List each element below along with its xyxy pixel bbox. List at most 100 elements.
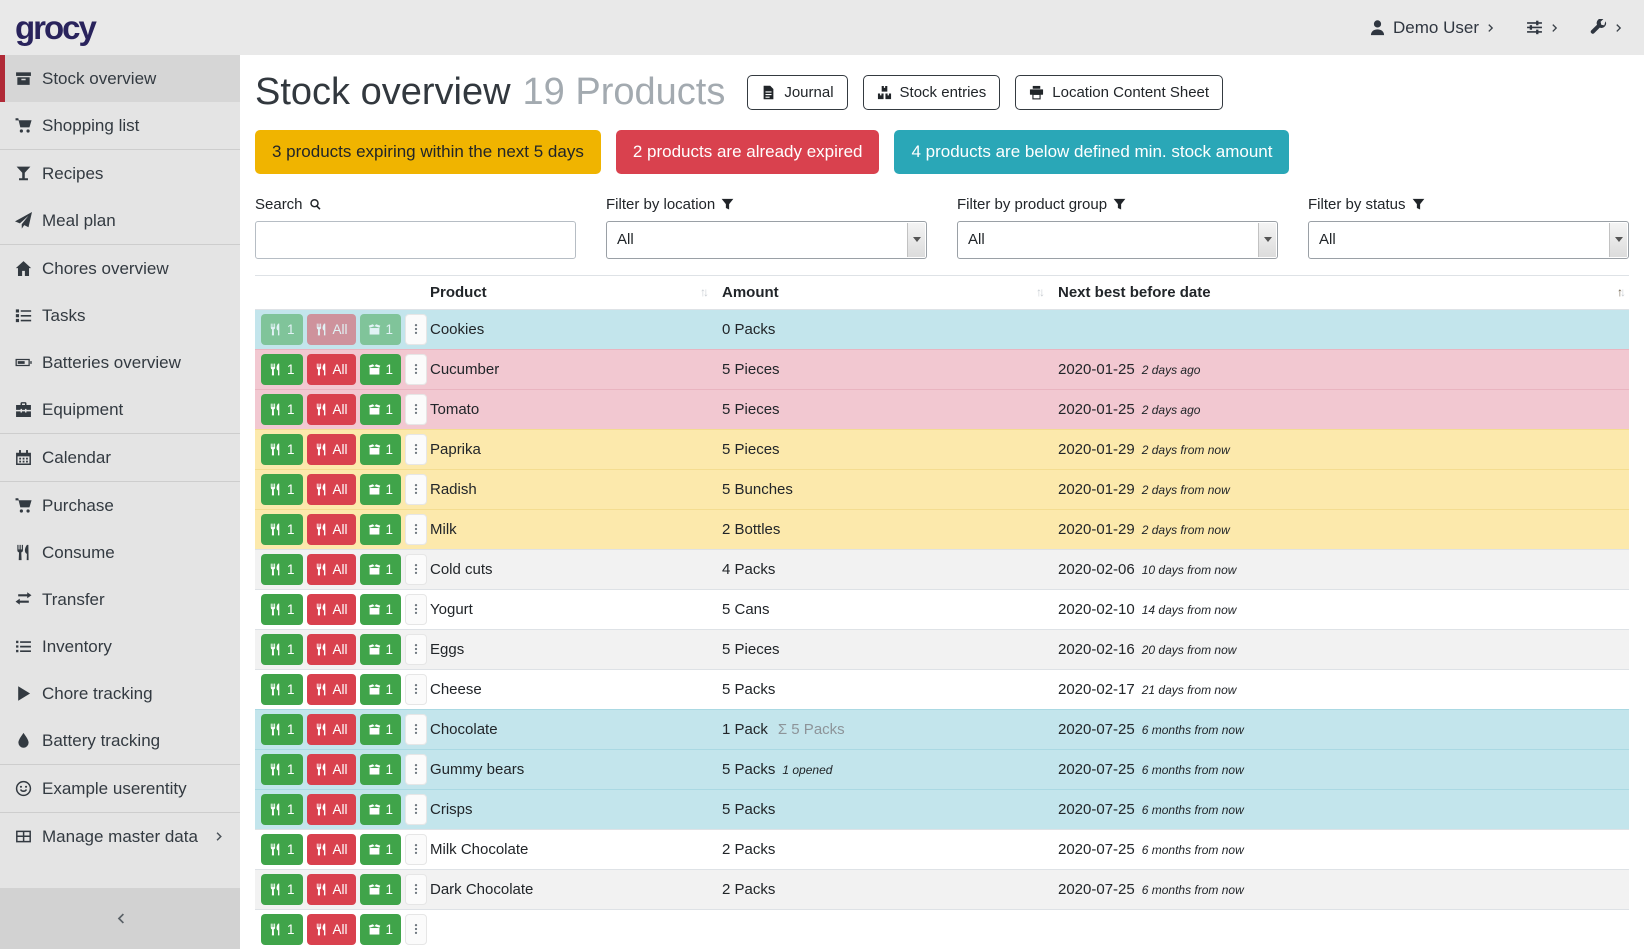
row-more-button[interactable]: [405, 914, 427, 945]
open-one-button[interactable]: 1: [360, 594, 402, 625]
consume-all-button[interactable]: All: [307, 514, 356, 545]
consume-one-button[interactable]: 1: [261, 914, 303, 945]
open-one-button[interactable]: 1: [360, 754, 402, 785]
row-more-button[interactable]: [405, 634, 427, 665]
product-group-select[interactable]: All: [957, 221, 1278, 259]
consume-one-button[interactable]: 1: [261, 514, 303, 545]
row-more-button[interactable]: [405, 354, 427, 385]
open-one-button[interactable]: 1: [360, 914, 402, 945]
open-one-button[interactable]: 1: [360, 794, 402, 825]
consume-one-button[interactable]: 1: [261, 834, 303, 865]
row-more-button[interactable]: [405, 474, 427, 505]
open-one-button[interactable]: 1: [360, 314, 402, 345]
consume-one-button[interactable]: 1: [261, 714, 303, 745]
below-min-stock-banner[interactable]: 4 products are below defined min. stock …: [894, 130, 1289, 174]
open-one-button[interactable]: 1: [360, 554, 402, 585]
location-select[interactable]: All: [606, 221, 927, 259]
open-one-button[interactable]: 1: [360, 434, 402, 465]
consume-all-button[interactable]: All: [307, 394, 356, 425]
amount-column-header[interactable]: Amount ↑↓: [712, 275, 1048, 309]
best-before-column-header[interactable]: Next best before date ↑↓: [1048, 275, 1629, 309]
sidebar-item-batteries-overview[interactable]: Batteries overview: [0, 339, 240, 386]
user-menu[interactable]: Demo User: [1369, 18, 1496, 38]
consume-all-button[interactable]: All: [307, 914, 356, 945]
consume-all-button[interactable]: All: [307, 314, 356, 345]
sidebar-item-shopping-list[interactable]: Shopping list: [0, 102, 240, 149]
consume-all-button[interactable]: All: [307, 434, 356, 465]
amount-value: 0 Packs: [722, 321, 775, 338]
consume-all-button[interactable]: All: [307, 794, 356, 825]
sidebar-item-consume[interactable]: Consume: [0, 529, 240, 576]
product-column-header[interactable]: Product ↑↓: [420, 275, 712, 309]
consume-one-button[interactable]: 1: [261, 634, 303, 665]
row-more-button[interactable]: [405, 714, 427, 745]
sidebar-item-manage-master-data[interactable]: Manage master data: [0, 813, 240, 860]
sidebar-item-equipment[interactable]: Equipment: [0, 386, 240, 433]
consume-one-button[interactable]: 1: [261, 754, 303, 785]
sidebar-item-calendar[interactable]: Calendar: [0, 434, 240, 481]
consume-all-button[interactable]: All: [307, 714, 356, 745]
consume-one-button[interactable]: 1: [261, 674, 303, 705]
consume-all-button[interactable]: All: [307, 474, 356, 505]
row-more-button[interactable]: [405, 754, 427, 785]
sidebar-item-tasks[interactable]: Tasks: [0, 292, 240, 339]
open-one-button[interactable]: 1: [360, 674, 402, 705]
consume-all-button[interactable]: All: [307, 354, 356, 385]
consume-one-button[interactable]: 1: [261, 594, 303, 625]
row-more-button[interactable]: [405, 834, 427, 865]
sidebar-item-battery-tracking[interactable]: Battery tracking: [0, 717, 240, 764]
status-select[interactable]: All: [1308, 221, 1629, 259]
open-one-button[interactable]: 1: [360, 834, 402, 865]
consume-one-button[interactable]: 1: [261, 434, 303, 465]
open-one-button[interactable]: 1: [360, 394, 402, 425]
amount-value: 2 Packs: [722, 841, 775, 858]
row-more-button[interactable]: [405, 794, 427, 825]
consume-all-button[interactable]: All: [307, 634, 356, 665]
consume-all-button[interactable]: All: [307, 874, 356, 905]
row-more-button[interactable]: [405, 314, 427, 345]
consume-one-button[interactable]: 1: [261, 554, 303, 585]
consume-one-button[interactable]: 1: [261, 474, 303, 505]
row-more-button[interactable]: [405, 394, 427, 425]
sidebar-collapse-button[interactable]: [0, 888, 240, 949]
row-more-button[interactable]: [405, 594, 427, 625]
consume-all-button[interactable]: All: [307, 674, 356, 705]
sidebar-item-chores-overview[interactable]: Chores overview: [0, 245, 240, 292]
sidebar-item-chore-tracking[interactable]: Chore tracking: [0, 670, 240, 717]
sidebar-item-recipes[interactable]: Recipes: [0, 150, 240, 197]
consume-one-button[interactable]: 1: [261, 314, 303, 345]
open-one-button[interactable]: 1: [360, 714, 402, 745]
location-content-sheet-button[interactable]: Location Content Sheet: [1015, 75, 1223, 110]
consume-one-button[interactable]: 1: [261, 394, 303, 425]
open-one-button[interactable]: 1: [360, 474, 402, 505]
search-input[interactable]: [255, 221, 576, 259]
open-one-button[interactable]: 1: [360, 634, 402, 665]
row-more-button[interactable]: [405, 434, 427, 465]
open-one-button[interactable]: 1: [360, 874, 402, 905]
sidebar-item-purchase[interactable]: Purchase: [0, 482, 240, 529]
sidebar-item-meal-plan[interactable]: Meal plan: [0, 197, 240, 244]
sidebar-item-inventory[interactable]: Inventory: [0, 623, 240, 670]
consume-all-button[interactable]: All: [307, 834, 356, 865]
open-one-button[interactable]: 1: [360, 514, 402, 545]
consume-one-button[interactable]: 1: [261, 874, 303, 905]
row-more-button[interactable]: [405, 554, 427, 585]
consume-all-button[interactable]: All: [307, 754, 356, 785]
settings-menu[interactable]: [1526, 19, 1560, 36]
expiring-banner[interactable]: 3 products expiring within the next 5 da…: [255, 130, 601, 174]
consume-one-button[interactable]: 1: [261, 354, 303, 385]
admin-menu[interactable]: [1590, 19, 1624, 36]
expired-banner[interactable]: 2 products are already expired: [616, 130, 880, 174]
consume-one-button[interactable]: 1: [261, 794, 303, 825]
sidebar-item-stock-overview[interactable]: Stock overview: [0, 55, 240, 102]
open-one-button[interactable]: 1: [360, 354, 402, 385]
row-more-button[interactable]: [405, 874, 427, 905]
sidebar-item-transfer[interactable]: Transfer: [0, 576, 240, 623]
consume-all-button[interactable]: All: [307, 594, 356, 625]
consume-all-button[interactable]: All: [307, 554, 356, 585]
sidebar-item-example-userentity[interactable]: Example userentity: [0, 765, 240, 812]
journal-button[interactable]: Journal: [747, 75, 847, 110]
stock-entries-button[interactable]: Stock entries: [863, 75, 1001, 110]
row-more-button[interactable]: [405, 674, 427, 705]
row-more-button[interactable]: [405, 514, 427, 545]
